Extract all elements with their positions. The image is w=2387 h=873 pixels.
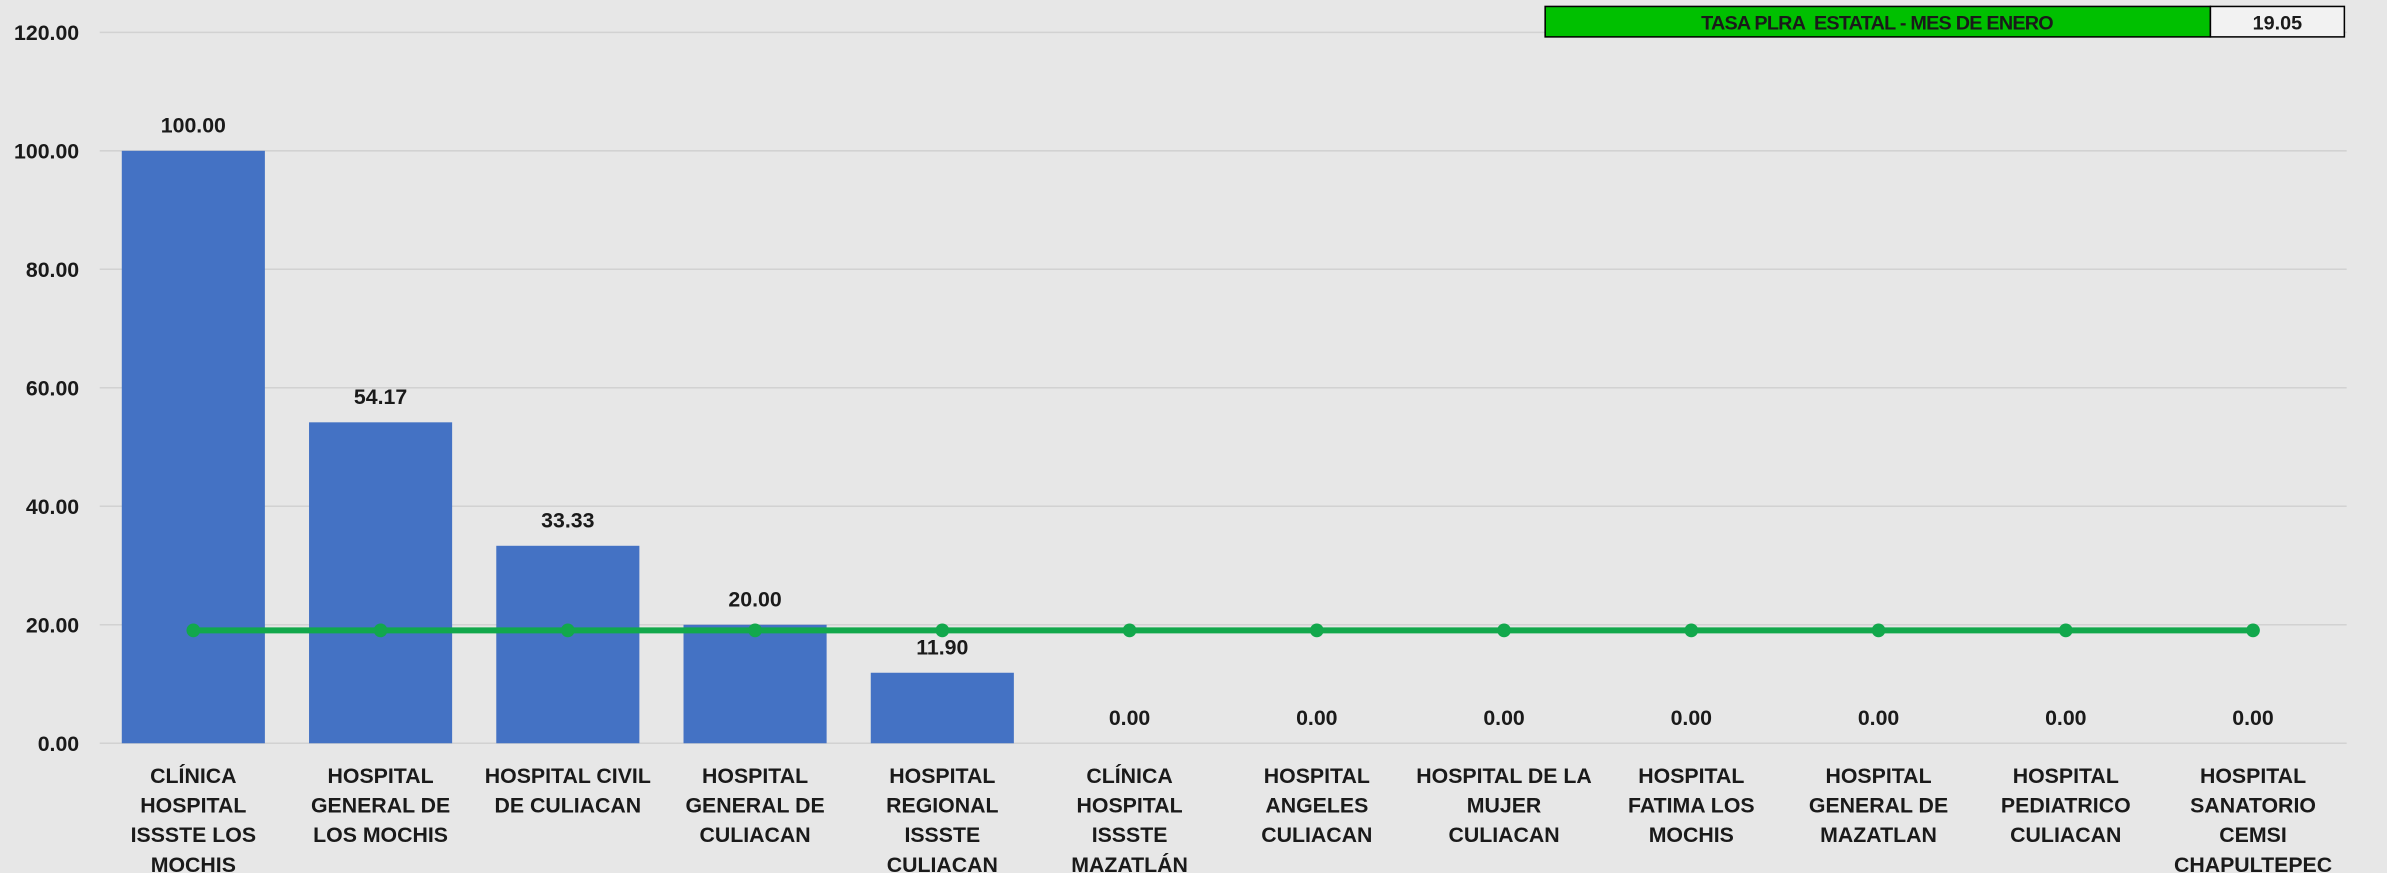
line-point: [1497, 623, 1511, 638]
bar: [309, 422, 453, 744]
data-label: 0.00: [2232, 706, 2273, 730]
x-tick-label: HOSPITAL DE LA MUJER CULIACAN: [1416, 764, 1592, 847]
line-point: [186, 623, 201, 638]
x-tick-label: HOSPITAL CIVIL DE CULIACAN: [485, 764, 651, 818]
y-tick-label: 80.00: [26, 258, 79, 282]
line-point: [1309, 623, 1324, 638]
y-tick-label: 120.00: [14, 21, 79, 45]
data-label: 33.33: [541, 509, 594, 533]
x-tick-label: CLÍNICA HOSPITAL ISSSTE LOS MOCHIS: [131, 763, 256, 873]
y-tick-label: 60.00: [26, 376, 79, 400]
x-tick-label: HOSPITAL FATIMA LOS MOCHIS: [1628, 764, 1755, 847]
y-tick-label: 0.00: [38, 732, 79, 756]
data-label: 0.00: [1483, 706, 1524, 730]
reference-box-label: TASA PLRA ESTATAL - MES DE ENERO: [1701, 12, 2053, 34]
line-point: [1684, 623, 1699, 638]
x-tick-label: HOSPITAL GENERAL DE MAZATLAN: [1809, 764, 1948, 847]
x-tick-label: HOSPITAL PEDIATRICO CULIACAN: [2001, 764, 2131, 847]
data-label: 0.00: [1858, 706, 1899, 730]
x-tick-label: HOSPITAL ANGELES CULIACAN: [1261, 764, 1372, 847]
data-label: 11.90: [916, 635, 968, 659]
bar: [121, 150, 265, 744]
data-label: 100.00: [161, 114, 226, 138]
x-tick-label: CLÍNICA HOSPITAL ISSSTE MAZATLÁN: [1071, 763, 1188, 873]
x-tick-label: HOSPITAL GENERAL DE LOS MOCHIS: [311, 764, 450, 847]
line-point: [2058, 623, 2073, 638]
x-tick-label: HOSPITAL GENERAL DE CULIACAN: [685, 764, 824, 847]
line-point: [1871, 623, 1886, 638]
line-point: [1122, 623, 1137, 638]
y-tick-label: 20.00: [26, 613, 79, 637]
reference-box-value-bg: [2209, 5, 2346, 38]
data-label: 0.00: [1109, 706, 1150, 730]
x-tick-label: HOSPITAL REGIONAL ISSSTE CULIACAN: [886, 764, 998, 873]
data-label: 0.00: [2045, 706, 2086, 730]
y-tick-label: 100.00: [14, 139, 79, 163]
data-label: 54.17: [354, 385, 407, 409]
line-point: [373, 623, 388, 638]
data-label: 20.00: [728, 587, 781, 611]
line-point: [2246, 623, 2260, 638]
bar: [683, 624, 827, 744]
bar: [870, 672, 1014, 744]
reference-box-value: 19.05: [2253, 12, 2303, 34]
data-label: 0.00: [1671, 706, 1712, 730]
line-point: [748, 623, 762, 638]
x-tick-label: HOSPITAL SANATORIO CEMSI CHAPULTEPEC: [2174, 764, 2332, 873]
line-point: [560, 623, 575, 638]
line-point: [935, 623, 950, 638]
y-tick-label: 40.00: [26, 495, 79, 519]
data-label: 0.00: [1296, 706, 1337, 730]
bar: [496, 545, 640, 744]
